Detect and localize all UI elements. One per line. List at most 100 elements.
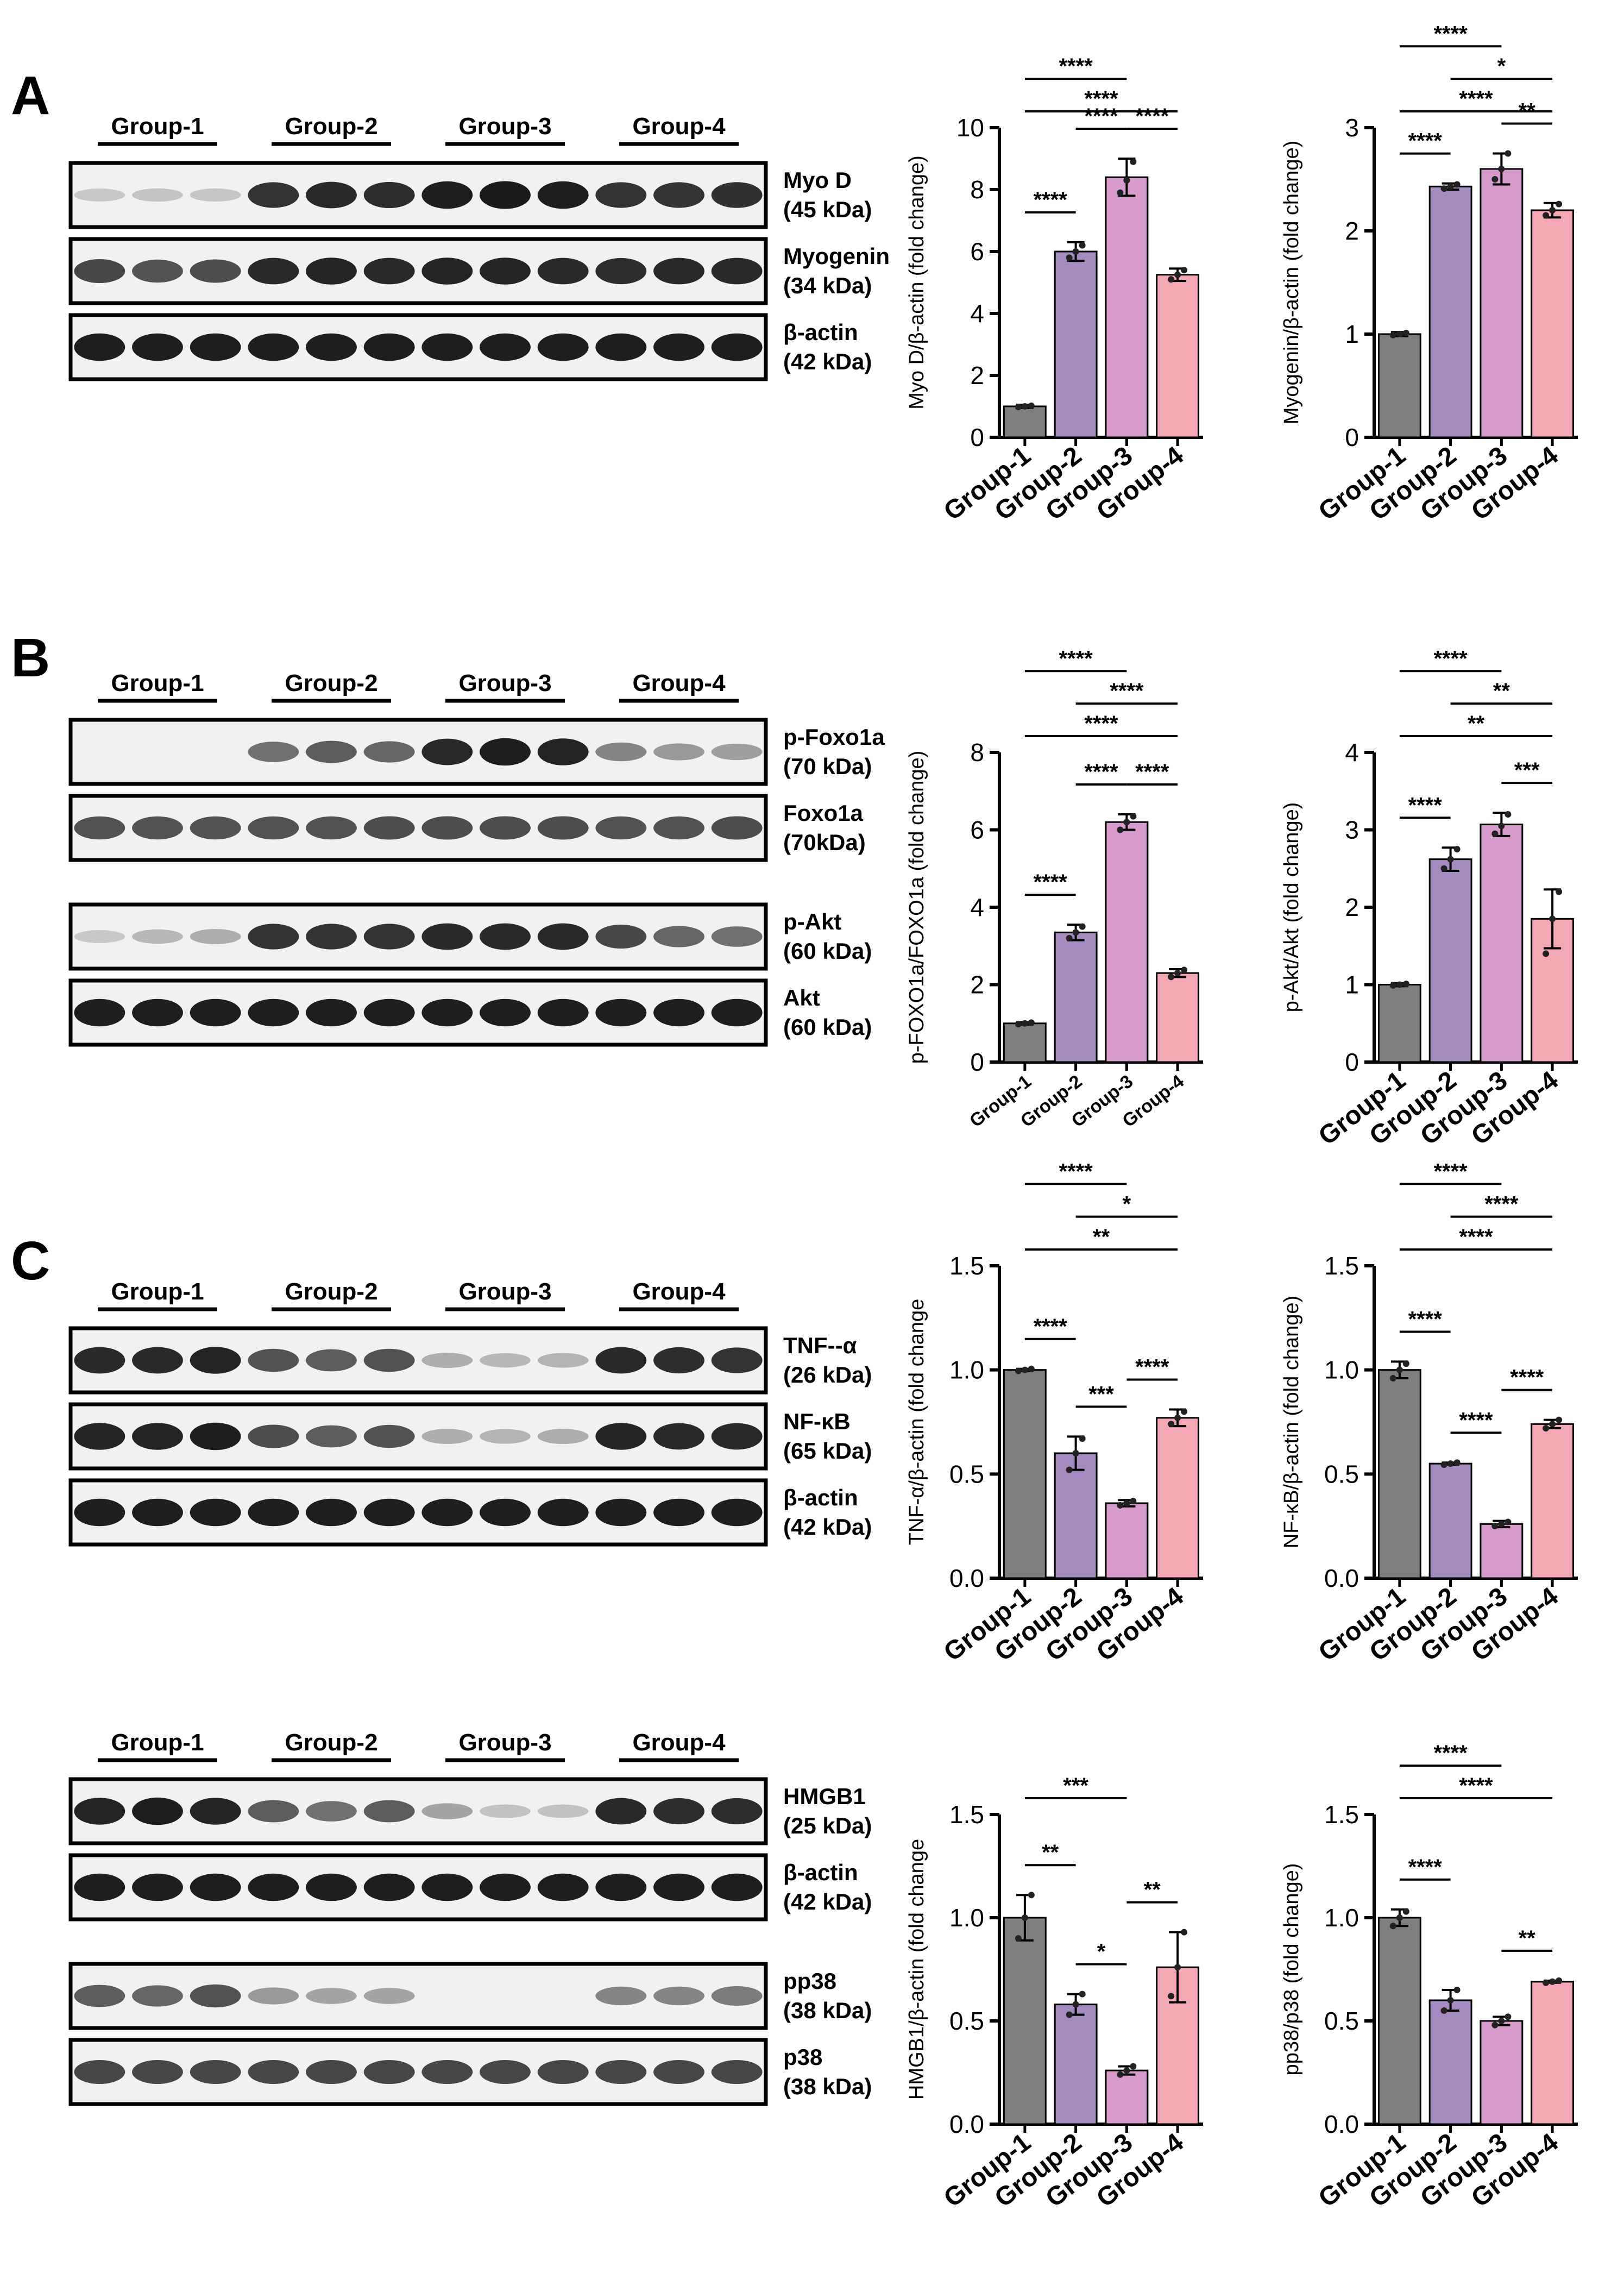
data-point xyxy=(1181,1408,1188,1415)
blot-band xyxy=(190,929,241,944)
blot-band xyxy=(363,816,415,840)
blot-band xyxy=(132,1985,183,2007)
data-point xyxy=(1028,1892,1035,1899)
data-point xyxy=(1079,242,1086,249)
significance-label: **** xyxy=(1484,1192,1519,1216)
blot-band xyxy=(421,1353,473,1368)
y-tick-label: 4 xyxy=(970,299,984,328)
data-point xyxy=(1447,183,1454,190)
y-tick-label: 8 xyxy=(970,175,984,204)
data-point xyxy=(1389,1375,1396,1382)
blot-group-label: Group-1 xyxy=(111,1278,204,1305)
bar-Group-2 xyxy=(1428,1462,1472,1579)
blot-band xyxy=(306,2060,357,2084)
y-axis-label: NF-κB/β-actin (fold change) xyxy=(1280,1296,1303,1548)
data-point xyxy=(1549,1421,1556,1428)
blot-band xyxy=(248,742,299,762)
blot-strip: β-actin (42 kDa) xyxy=(68,1853,872,1922)
blot-band xyxy=(711,816,763,840)
blot-group-label: Group-1 xyxy=(111,1729,204,1756)
blot-band-size: (60 kDa) xyxy=(783,938,872,964)
significance-label: **** xyxy=(1433,1741,1468,1765)
data-point xyxy=(1447,1997,1454,2004)
blot-panel-B: B Group-1 Group-2 Group-3 Group-4 p-Foxo1a (70… xyxy=(11,627,885,1047)
data-point xyxy=(1028,1019,1035,1026)
blot-band xyxy=(363,1348,415,1372)
data-point xyxy=(1117,826,1124,833)
blot-band xyxy=(595,1873,647,1901)
y-tick-label: 1.0 xyxy=(949,1356,984,1384)
blot-band xyxy=(421,1873,473,1901)
blot-band xyxy=(190,333,241,361)
data-point xyxy=(1396,331,1403,337)
data-point xyxy=(1174,970,1181,977)
bar-Group-1 xyxy=(1003,1022,1047,1063)
blot-band xyxy=(595,258,647,285)
data-point xyxy=(1130,2063,1137,2070)
data-point xyxy=(1072,929,1079,936)
blot-band xyxy=(306,181,357,209)
significance-label: **** xyxy=(1433,646,1468,670)
data-point xyxy=(1549,1978,1556,1985)
bar-Group-4 xyxy=(1531,1981,1575,2125)
blot-frame xyxy=(68,1326,768,1395)
y-tick-label: 1.5 xyxy=(1324,1252,1359,1280)
blot-band xyxy=(132,929,183,944)
significance-label: **** xyxy=(1408,129,1443,153)
blot-band xyxy=(653,2060,704,2084)
significance-label: * xyxy=(1123,1192,1131,1216)
data-point xyxy=(1066,254,1073,261)
data-point xyxy=(1130,1498,1137,1505)
blot-band xyxy=(74,816,125,840)
blot-band xyxy=(132,816,183,840)
blot-frame xyxy=(68,978,768,1047)
data-point xyxy=(1498,2018,1505,2024)
blot-band xyxy=(363,741,415,763)
blot-band xyxy=(421,999,473,1027)
data-point xyxy=(1079,923,1086,930)
blot-band-name: p-Foxo1a xyxy=(783,724,885,750)
blot-band xyxy=(248,333,299,361)
blot-band xyxy=(248,2060,299,2084)
blot-frame xyxy=(68,1478,768,1547)
y-tick-label: 1.0 xyxy=(1324,1904,1359,1932)
blot-band xyxy=(190,1422,241,1451)
y-tick-label: 6 xyxy=(970,237,984,266)
y-tick-label: 1 xyxy=(1345,320,1359,348)
y-tick-label: 2 xyxy=(1345,893,1359,921)
data-point xyxy=(1168,276,1175,283)
data-point xyxy=(1402,981,1409,988)
data-point xyxy=(1505,2013,1512,2020)
significance-label: **** xyxy=(1084,712,1118,736)
blot-band xyxy=(74,333,125,361)
bar-Group-4 xyxy=(1531,209,1575,438)
blot-band xyxy=(537,1804,589,1818)
blot-frame xyxy=(68,1777,768,1845)
data-point xyxy=(1505,811,1512,818)
blot-band xyxy=(74,259,125,283)
significance-label: ** xyxy=(1493,679,1510,703)
blot-band-size: (25 kDa) xyxy=(783,1813,872,1838)
blot-band xyxy=(537,1353,589,1368)
blot-band xyxy=(306,1801,357,1822)
data-point xyxy=(1543,1979,1550,1986)
y-tick-label: 0 xyxy=(1345,423,1359,451)
blot-band xyxy=(74,1798,125,1825)
bar-Group-2 xyxy=(1428,858,1472,1063)
blot-band xyxy=(74,1985,125,2007)
data-point xyxy=(1072,1450,1079,1456)
blot-frame xyxy=(68,718,768,786)
blot-band xyxy=(421,1498,473,1527)
blot-band xyxy=(537,999,589,1027)
blot-band xyxy=(248,816,299,840)
bar-Group-2 xyxy=(1054,931,1098,1063)
significance-label: **** xyxy=(1084,87,1118,111)
data-point xyxy=(1556,200,1563,208)
blot-band xyxy=(711,743,763,761)
significance-label: **** xyxy=(1059,54,1093,78)
bar-Group-3 xyxy=(1480,1523,1524,1579)
data-point xyxy=(1440,185,1447,192)
blot-strip: β-actin (42 kDa) xyxy=(68,1478,872,1547)
